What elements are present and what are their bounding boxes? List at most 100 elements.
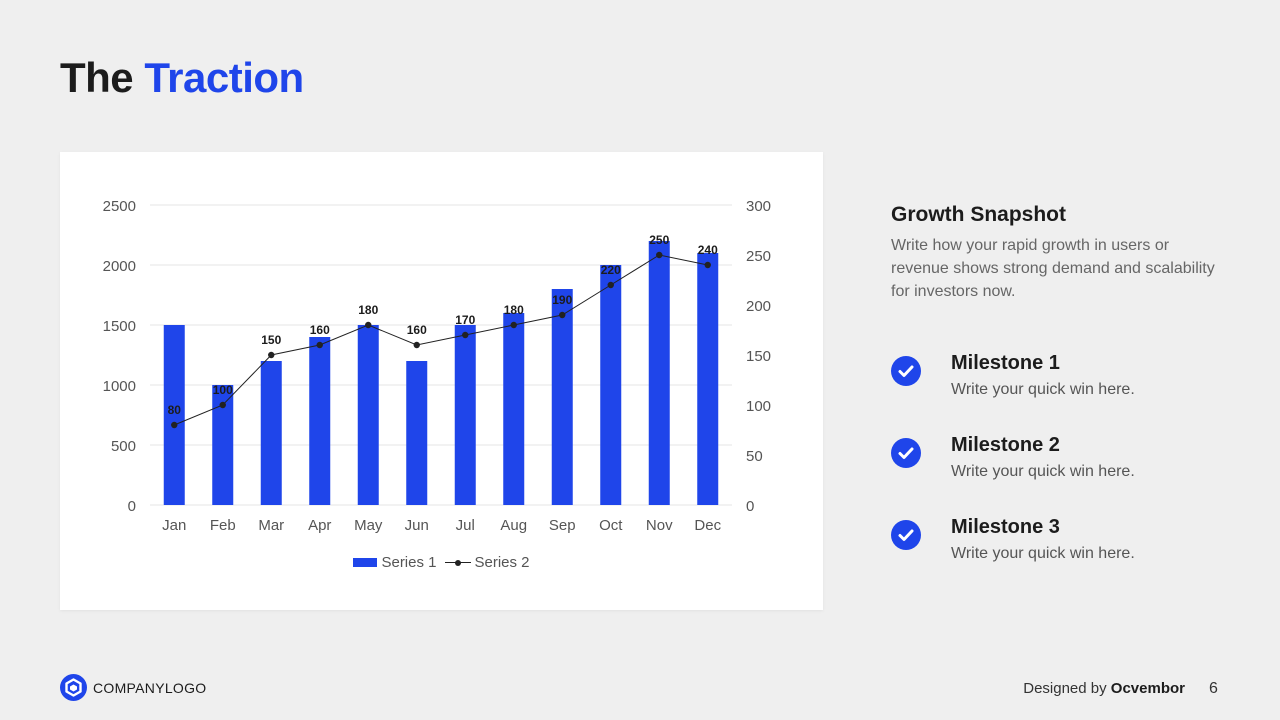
category-label: Dec: [694, 517, 721, 534]
series-2-point-feb: [219, 401, 226, 409]
right-axis-tick-label: 50: [746, 448, 763, 465]
series-2-line: [171, 251, 711, 429]
bar-mar: [260, 361, 282, 505]
title-part-1: The: [60, 54, 134, 101]
left-axis-tick-label: 1500: [103, 318, 136, 335]
milestone-title: Milestone 2: [951, 434, 1060, 456]
right-axis-ticks: 0 50 100 150 200 250 300: [746, 198, 771, 515]
series-2-point-jun: [413, 341, 420, 349]
grid-lines: [150, 204, 732, 506]
page-title: The Traction: [60, 52, 304, 104]
series-2-point-sep: [559, 311, 566, 319]
bar-jul: [454, 325, 476, 505]
bar-jun: [406, 361, 428, 505]
data-label: 80: [168, 403, 182, 417]
logo-text: COMPANYLOGO: [93, 679, 207, 696]
data-label: 240: [698, 243, 718, 257]
designer-prefix: Designed by: [1023, 680, 1107, 697]
category-label: Jul: [456, 517, 475, 534]
legend-line-swatch: [444, 558, 471, 568]
series-2-polyline: [174, 254, 708, 426]
category-label: Aug: [500, 517, 527, 534]
data-label: 180: [504, 303, 524, 317]
category-label: Oct: [599, 517, 623, 534]
check-circle-icon: [891, 520, 921, 550]
bar-jan: [163, 325, 185, 505]
logo-icon: [60, 674, 87, 701]
right-axis-tick-label: 200: [746, 298, 771, 315]
milestone-text: Write your quick win here.: [951, 545, 1135, 562]
category-label: Jan: [162, 517, 186, 534]
series-1-bars: [163, 241, 719, 505]
left-axis-ticks: 0 500 1000 1500 2000 2500: [103, 198, 136, 515]
data-label: 100: [213, 383, 233, 397]
growth-snapshot-heading: Growth Snapshot: [891, 203, 1066, 226]
company-logo: COMPANYLOGO: [60, 674, 207, 701]
bar-nov: [648, 241, 670, 505]
check-circle-icon: [891, 356, 921, 386]
data-label: 220: [601, 263, 621, 277]
chart-legend: Series 1 Series 2: [60, 554, 823, 571]
milestone-title: Milestone 3: [951, 516, 1060, 538]
legend-item-series-2: Series 2: [444, 554, 530, 571]
bar-dec: [697, 253, 719, 505]
data-label: 180: [358, 303, 378, 317]
category-label: Jun: [405, 517, 429, 534]
left-axis-tick-label: 0: [128, 498, 136, 515]
right-axis-tick-label: 300: [746, 198, 771, 215]
legend-item-series-1: Series 1: [353, 554, 437, 571]
category-label: Sep: [549, 517, 576, 534]
growth-snapshot-description: Write how your rapid growth in users or …: [891, 237, 1215, 300]
series-2-point-aug: [510, 321, 517, 329]
left-axis-tick-label: 2500: [103, 198, 136, 215]
data-label: 150: [261, 333, 281, 347]
category-label: Feb: [210, 517, 236, 534]
left-axis-tick-label: 1000: [103, 378, 136, 395]
right-axis-tick-label: 250: [746, 248, 771, 265]
check-circle-icon: [891, 438, 921, 468]
right-axis-tick-label: 150: [746, 348, 771, 365]
data-label: 160: [310, 323, 330, 337]
series-2-point-nov: [656, 251, 663, 259]
designer-name: Ocvembor: [1110, 680, 1185, 697]
series-2-point-jan: [171, 421, 178, 429]
bar-oct: [600, 265, 622, 505]
right-axis-tick-label: 100: [746, 398, 771, 415]
bar-apr: [309, 337, 331, 505]
bar-aug: [503, 313, 525, 505]
legend-bar-swatch: [353, 558, 378, 567]
milestone-item: Milestone 1 Write your quick win here.: [891, 352, 1251, 416]
category-label: Mar: [258, 517, 284, 534]
series-2-point-oct: [607, 281, 614, 289]
milestone-item: Milestone 2 Write your quick win here.: [891, 434, 1251, 498]
growth-snapshot: Growth Snapshot Write how your rapid gro…: [891, 200, 1231, 303]
milestone-text: Write your quick win here.: [951, 463, 1135, 480]
legend-label-series-2: Series 2: [474, 554, 530, 571]
data-label: 160: [407, 323, 427, 337]
legend-label-series-1: Series 1: [381, 554, 437, 571]
left-axis-tick-label: 500: [111, 438, 136, 455]
designer-credit: Designed by Ocvembor: [1023, 680, 1185, 697]
data-label: 170: [455, 313, 475, 327]
bar-sep: [551, 289, 573, 505]
chart-card: 0 500 1000 1500 2000 2500 0 50 100 150 200 250 300 …: [60, 152, 823, 610]
series-2-point-apr: [316, 341, 323, 349]
data-label: 250: [649, 233, 669, 247]
left-axis-tick-label: 2000: [103, 258, 136, 275]
category-label: May: [354, 517, 383, 534]
milestone-text: Write your quick win here.: [951, 381, 1135, 398]
milestone-title: Milestone 1: [951, 352, 1060, 374]
category-label: Apr: [308, 517, 331, 534]
milestone-item: Milestone 3 Write your quick win here.: [891, 516, 1251, 580]
series-2-point-may: [365, 321, 372, 329]
series-2-point-dec: [704, 261, 711, 269]
page-number: 6: [1209, 680, 1218, 697]
bar-feb: [212, 385, 234, 505]
series-2-point-jul: [462, 331, 469, 339]
series-2-point-mar: [268, 351, 275, 359]
right-axis-tick-label: 0: [746, 498, 754, 515]
category-label: Nov: [646, 517, 673, 534]
category-labels: Jan Feb Mar Apr May Jun Jul Aug Sep Oct Nov Dec: [162, 517, 721, 534]
title-part-2: Traction: [144, 54, 304, 101]
